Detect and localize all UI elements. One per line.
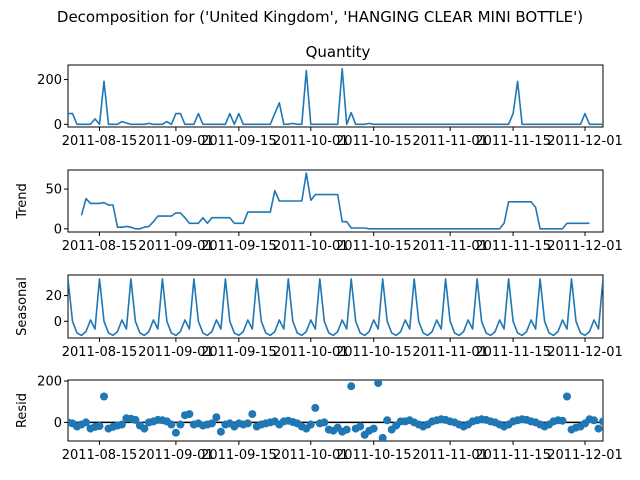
axes-frame [67,64,604,128]
x-tick-label: 2011-08-15 [62,134,138,149]
resid-point [248,410,257,419]
x-tick-label: 2011-10-15 [336,134,412,149]
x-tick-label: 2011-11-01 [412,448,488,463]
resid-point [216,427,225,436]
y-tick-label: 200 [37,375,62,390]
y-tick-label: 0 [54,222,62,237]
seasonal-line [68,278,603,337]
resid-point [311,403,320,412]
resid-point [347,382,356,391]
trend-line [80,172,590,230]
resid-point [342,425,351,434]
resid-point [599,417,603,426]
y-axis-label: Trend [15,183,30,220]
x-tick-label: 2011-10-01 [273,134,349,149]
resid-point [167,420,176,429]
x-tick-label: 2011-10-01 [273,239,349,254]
resid-point [378,433,387,441]
x-tick-label: 2011-08-15 [62,345,138,360]
resid-point [95,422,104,431]
axes-frame [67,379,604,442]
x-tick-label: 2011-11-15 [475,134,551,149]
y-tick-label: 50 [45,183,62,198]
x-tick-label: 2011-09-01 [138,239,214,254]
y-axis-label: Seasonal [15,277,30,336]
y-tick-label: 0 [54,118,62,133]
resid-point [140,424,149,433]
y-tick-label: 200 [37,73,62,88]
resid-point [563,392,571,401]
resid-point [594,424,603,433]
x-tick-label: 2011-12-01 [547,345,623,360]
resid-point [131,415,140,424]
x-tick-label: 2011-11-01 [412,134,488,149]
resid-point [117,420,126,429]
x-tick-label: 2011-10-01 [273,448,349,463]
resid-point [207,419,216,428]
y-tick-label: 0 [54,315,62,330]
x-tick-label: 2011-09-01 [138,448,214,463]
x-tick-label: 2011-12-01 [547,448,623,463]
quantity-line [68,68,603,126]
x-tick-label: 2011-11-01 [412,239,488,254]
x-tick-label: 2011-12-01 [547,134,623,149]
x-tick-label: 2011-11-15 [475,345,551,360]
x-tick-label: 2011-09-15 [201,448,277,463]
y-tick-label: 20 [45,289,62,304]
resid-point [100,392,108,401]
resid-point [558,416,567,425]
panel-quantity: Quantity 0 200 2011-08-15 2011-09-012011-09… [37,43,623,149]
x-tick-label: 2011-10-15 [336,448,412,463]
resid-point [243,419,252,428]
resid-point [82,418,90,427]
x-tick-label: 2011-09-15 [201,239,277,254]
resid-point [383,416,392,425]
y-tick-label: 0 [54,416,62,431]
x-tick-label: 2011-11-01 [412,345,488,360]
resid-point [185,410,194,419]
x-tick-label: 2011-09-01 [138,134,214,149]
x-tick-label: 2011-10-01 [273,345,349,360]
resid-point [374,380,383,388]
y-axis-label: Resid [15,393,30,428]
x-tick-label: 2011-09-15 [201,134,277,149]
resid-point [356,422,365,431]
x-tick-label: 2011-09-15 [201,345,277,360]
resid-point [212,413,221,422]
figure-suptitle: Decomposition for ('United Kingdom', 'HA… [57,8,583,26]
x-tick-label: 2011-08-15 [62,239,138,254]
x-tick-label: 2011-09-01 [138,345,214,360]
resid-point [369,424,378,433]
resid-points [68,380,603,441]
resid-point [306,420,315,429]
x-tick-label: 2011-10-15 [336,239,412,254]
x-tick-label: 2011-11-15 [475,448,551,463]
resid-point [171,428,180,437]
x-tick-label: 2011-12-01 [547,239,623,254]
axes-frame [67,274,604,339]
x-tick-label: 2011-11-15 [475,239,551,254]
resid-point [320,418,329,427]
resid-point [176,420,185,429]
axes-frame [67,169,604,233]
x-tick-label: 2011-08-15 [62,448,138,463]
resid-point [590,416,598,425]
panel-title: Quantity [306,43,371,61]
x-tick-label: 2011-10-15 [336,345,412,360]
